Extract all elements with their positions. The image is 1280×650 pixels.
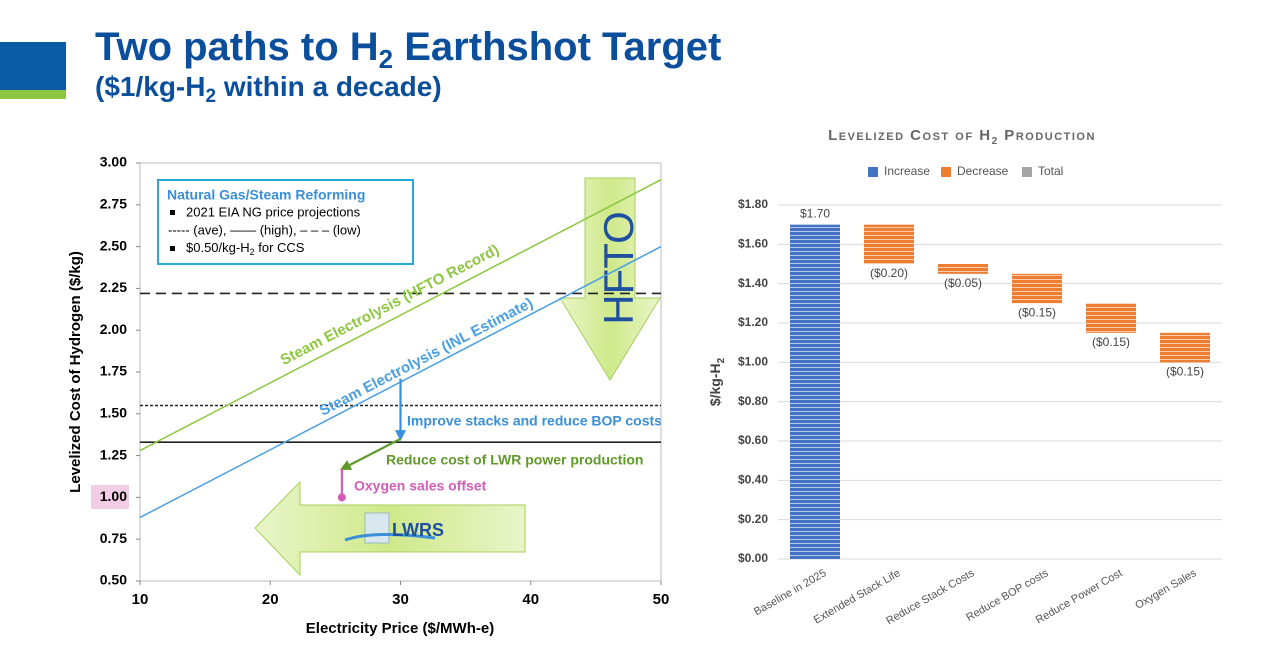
y-tick-label: 0.75 <box>100 530 127 546</box>
y-tick-label: 2.25 <box>100 279 127 295</box>
bullet <box>170 210 175 215</box>
y-tick-label: 1.50 <box>100 405 127 421</box>
value-label: ($0.15) <box>1166 364 1204 378</box>
x-tick-label: 30 <box>392 591 409 608</box>
y-tick-label: 2.00 <box>100 321 127 337</box>
title-part: Earthshot Target <box>393 25 721 69</box>
value-label: ($0.15) <box>1092 335 1130 349</box>
y-tick-label: 0.50 <box>100 572 127 588</box>
legend-label: Increase <box>884 164 930 178</box>
y-tick-label: $1.00 <box>738 355 768 369</box>
y-tick-label: 1.75 <box>100 363 127 379</box>
y-tick-label: $0.00 <box>738 551 768 565</box>
slide-subtitle: ($1/kg-H2 within a decade) <box>95 71 442 107</box>
value-label: ($0.15) <box>1018 305 1056 319</box>
legend-swatch <box>941 167 951 177</box>
hfto-arrow <box>559 177 661 381</box>
y-tick-label: 1.25 <box>100 446 127 462</box>
series-line <box>139 179 662 452</box>
y-tick-label: 2.75 <box>100 196 127 212</box>
bullet <box>170 246 175 251</box>
x-tick-label: 50 <box>653 591 670 608</box>
waterfall-bar <box>864 224 914 264</box>
lwrs-icon <box>364 512 390 544</box>
y-tick-label: 2.50 <box>100 237 127 253</box>
subtitle-part: ($1/kg-H <box>95 71 205 102</box>
value-label: ($0.05) <box>944 276 982 290</box>
slide-title: Two paths to H2 Earthshot Target <box>95 25 721 74</box>
lwrs-swoosh <box>344 532 436 542</box>
annotation: Oxygen sales offset <box>354 478 487 494</box>
x-tick-label: 40 <box>522 591 539 608</box>
legend-item: 2021 EIA NG price projections <box>186 204 361 219</box>
legend-title: Natural Gas/Steam Reforming <box>167 187 365 203</box>
lwrs-arrow <box>254 480 526 577</box>
tick-highlight <box>91 485 129 509</box>
y-tick-label: $0.20 <box>738 512 768 526</box>
lwrs-label: LWRS <box>392 520 444 540</box>
title-subscript: 2 <box>992 136 999 147</box>
subtitle-part: within a decade) <box>216 71 442 102</box>
chart2-y-label: $/kg-H2 <box>707 357 727 406</box>
x-axis-label: Electricity Price ($/MWh-e) <box>306 620 494 637</box>
legend-swatch <box>1022 167 1032 177</box>
waterfall-bar <box>938 264 988 274</box>
waterfall-bar <box>1160 332 1210 363</box>
legend-box <box>157 179 414 265</box>
waterfall-bar <box>1012 273 1062 304</box>
y-tick-label: 1.00 <box>100 488 127 504</box>
y-tick-label: $0.80 <box>738 394 768 408</box>
y-tick-label: $1.20 <box>738 315 768 329</box>
chart2-title: Levelized Cost of H2 Production <box>828 127 1096 147</box>
legend-label: Total <box>1038 164 1063 178</box>
title-part: Two paths to H <box>95 25 379 69</box>
y-tick-label: $1.80 <box>738 197 768 211</box>
x-tick-label: 20 <box>262 591 279 608</box>
legend-item: ----- (ave), —— (high), – – – (low) <box>168 222 361 237</box>
note-part: $0.50/kg-H <box>186 240 250 255</box>
x-tick-label: 10 <box>132 591 149 608</box>
waterfall-bar <box>1086 303 1136 333</box>
y-tick-label: 3.00 <box>100 154 127 170</box>
value-label: ($0.20) <box>870 266 908 280</box>
value-label: $1.70 <box>800 207 830 221</box>
legend-swatch <box>868 167 878 177</box>
label-part: $/kg-H <box>707 363 723 406</box>
header-stripe <box>0 90 66 99</box>
note-subscript: 2 <box>250 247 255 257</box>
title-part: Levelized Cost of H <box>828 127 992 144</box>
y-axis-label: Levelized Cost of Hydrogen ($/kg) <box>67 251 84 493</box>
waterfall-bar <box>790 224 840 559</box>
annotation: Reduce cost of LWR power production <box>386 452 643 468</box>
step-arrow <box>339 437 402 470</box>
y-tick-label: $0.60 <box>738 433 768 447</box>
title-part: Production <box>999 127 1096 144</box>
title-subscript: 2 <box>379 44 393 74</box>
step-point <box>337 493 346 502</box>
header-block <box>0 42 66 90</box>
y-tick-label: $0.40 <box>738 473 768 487</box>
note-part: for CCS <box>255 240 305 255</box>
y-tick-label: $1.60 <box>738 237 768 251</box>
legend-label: Decrease <box>957 164 1009 178</box>
label-subscript: 2 <box>716 357 727 363</box>
y-tick-label: $1.40 <box>738 276 768 290</box>
annotation: Improve stacks and reduce BOP costs <box>407 413 662 429</box>
subtitle-subscript: 2 <box>205 86 216 107</box>
legend-item: $0.50/kg-H2 for CCS <box>186 240 305 257</box>
